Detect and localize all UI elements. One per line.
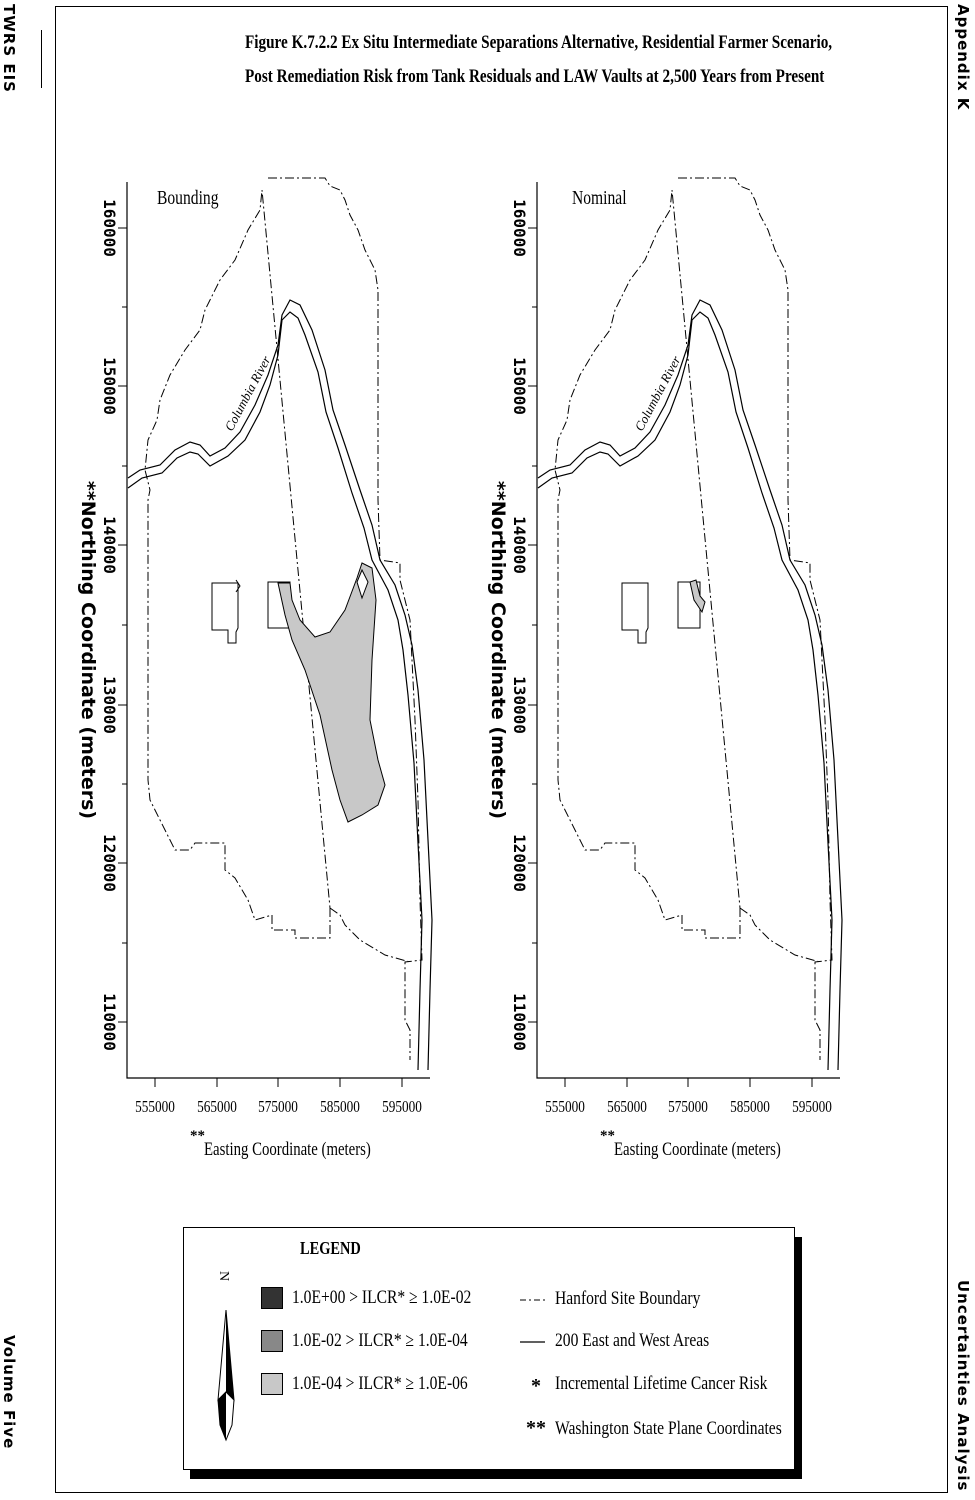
map-label-bounding: Bounding	[157, 186, 219, 208]
x-axis-title-bounding: Easting Coordinate (meters)	[204, 1138, 371, 1159]
x-tick-label: 575000	[668, 1098, 708, 1117]
x-axis-title-nominal: Easting Coordinate (meters)	[614, 1138, 781, 1159]
figure-title-line-2: Post Remediation Risk from Tank Residual…	[245, 66, 825, 87]
legend-coordinates: Washington State Plane Coordinates	[555, 1418, 782, 1439]
bounding-unaffected-patch	[356, 568, 369, 600]
x-tick-label: 585000	[730, 1098, 770, 1117]
y-tick-label: 140000	[510, 516, 529, 574]
legend-ilcr: Incremental Lifetime Cancer Risk	[555, 1373, 768, 1394]
figure-title-line-1: Figure K.7.2.2 Ex Situ Intermediate Sepa…	[245, 32, 833, 53]
y-tick-label: 110000	[510, 993, 529, 1051]
y-tick-label: 120000	[100, 834, 119, 892]
margin-rule	[41, 30, 42, 88]
legend-risk-low: 1.0E-04 > ILCR* ≥ 1.0E-06	[292, 1373, 468, 1394]
nominal-risk-zone	[689, 579, 706, 614]
y-tick-label: 160000	[100, 199, 119, 257]
y-tick-label: 130000	[510, 676, 529, 734]
y-axis-title-bounding: **Northing Coordinate (meters)	[77, 481, 99, 819]
legend-site-boundary: Hanford Site Boundary	[555, 1288, 701, 1309]
x-axis-title-prefix: **	[190, 1128, 205, 1144]
legend-risk-high: 1.0E+00 > ILCR* ≥ 1.0E-02	[292, 1287, 472, 1308]
map-label-nominal: Nominal	[572, 186, 627, 208]
y-axis-title-nominal: **Northing Coordinate (meters)	[487, 481, 509, 819]
y-tick-label: 150000	[100, 357, 119, 415]
figure-frame	[55, 6, 948, 1493]
asterisk-symbol: *	[531, 1375, 541, 1397]
y-tick-label: 160000	[510, 199, 529, 257]
bounding-risk-zone	[277, 562, 386, 823]
x-tick-label: 555000	[545, 1098, 585, 1117]
legend-box	[183, 1227, 795, 1470]
legend-swatch-medium	[261, 1330, 283, 1352]
x-tick-label: 555000	[135, 1098, 175, 1117]
x-tick-label: 565000	[197, 1098, 237, 1117]
x-tick-label: 595000	[382, 1098, 422, 1117]
x-tick-label: 585000	[320, 1098, 360, 1117]
legend-swatch-high	[261, 1287, 283, 1309]
legend-risk-medium: 1.0E-02 > ILCR* ≥ 1.0E-04	[292, 1330, 468, 1351]
x-tick-label: 575000	[258, 1098, 298, 1117]
bounding-west-mark	[235, 579, 241, 593]
double-asterisk-symbol: **	[526, 1417, 546, 1439]
y-tick-label: 110000	[100, 993, 119, 1051]
legend-title: LEGEND	[300, 1238, 361, 1258]
y-tick-label: 130000	[100, 676, 119, 734]
x-tick-label: 565000	[607, 1098, 647, 1117]
x-tick-label: 595000	[792, 1098, 832, 1117]
x-axis-title-prefix: **	[600, 1128, 615, 1144]
y-tick-label: 150000	[510, 357, 529, 415]
y-tick-label: 120000	[510, 834, 529, 892]
legend-swatch-low	[261, 1373, 283, 1395]
y-tick-label: 140000	[100, 516, 119, 574]
legend-200-areas: 200 East and West Areas	[555, 1330, 710, 1351]
